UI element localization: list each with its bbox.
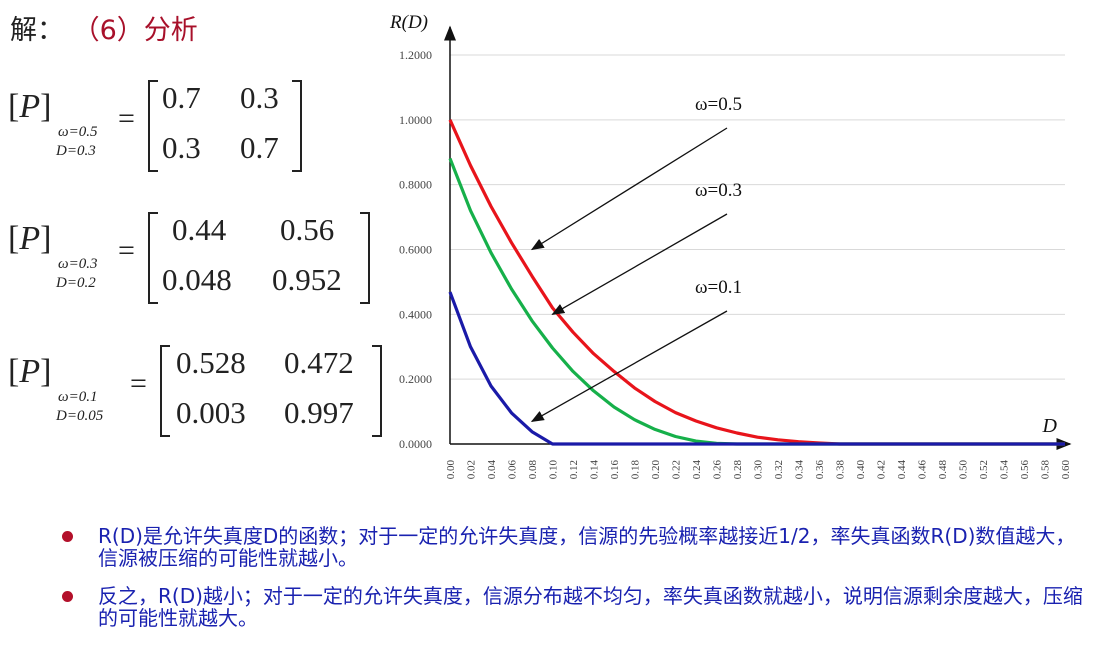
x-tick-label: 0.40 <box>855 460 867 480</box>
matrix-cell: 0.3 <box>162 130 201 165</box>
matrix-d-subscript: D=0.2 <box>56 275 96 291</box>
matrix-cell: 0.7 <box>162 80 201 115</box>
matrix-cell: 0.952 <box>272 262 342 297</box>
solution-prefix: 解： <box>10 15 64 46</box>
bullet-dot-icon <box>62 591 73 602</box>
matrix-omega-0.5: [P] ω=0.5 D=0.3 = 0.7 0.3 0.3 0.7 <box>8 80 388 172</box>
matrix-omega-0.3: [P] ω=0.3 D=0.2 = 0.44 0.56 0.048 0.952 <box>8 212 388 304</box>
x-tick-label: 0.42 <box>876 460 888 479</box>
x-tick-label: 0.48 <box>937 460 949 480</box>
x-tick-label: 0.58 <box>1040 460 1052 480</box>
matrix-cell: 0.003 <box>176 395 246 430</box>
matrix-cell: 0.472 <box>284 345 354 380</box>
x-tick-label: 0.06 <box>507 460 519 480</box>
bullet-text: 反之，R(D)越小；对于一定的允许失真度，信源分布越不均匀，率失真函数就越小，说… <box>98 584 1083 630</box>
y-tick-label: 1.0000 <box>399 113 432 127</box>
matrix-d-subscript: D=0.05 <box>56 408 104 424</box>
matrix-cell: 0.44 <box>172 212 227 247</box>
x-tick-label: 0.56 <box>1019 460 1031 480</box>
matrix-d-subscript: D=0.3 <box>56 143 96 159</box>
x-tick-label: 0.60 <box>1060 460 1072 480</box>
matrix-cell: 0.56 <box>280 212 335 247</box>
x-tick-label: 0.00 <box>445 460 457 480</box>
list-item: 反之，R(D)越小；对于一定的允许失真度，信源分布越不均匀，率失真函数就越小，说… <box>60 585 1090 629</box>
series-line-3 <box>448 291 1065 446</box>
matrix-omega-0.1: [P] ω=0.1 D=0.05 = 0.528 0.472 0.003 0.9… <box>8 345 388 437</box>
x-axis-label: D <box>1042 415 1058 437</box>
bullet-text: R(D)是允许失真度D的函数；对于一定的允许失真度，信源的先验概率越接近1/2，… <box>98 524 1076 570</box>
x-tick-label: 0.44 <box>896 460 908 480</box>
x-tick-label: 0.12 <box>568 460 580 479</box>
matrix-brackets: 0.7 0.3 0.3 0.7 <box>148 80 302 172</box>
y-tick-label: 0.6000 <box>399 243 432 257</box>
rate-distortion-chart: 0.0000 0.2000 0.4000 0.6000 0.8000 1.0000 1.20… <box>389 12 1072 480</box>
x-tick-label: 0.26 <box>712 460 724 480</box>
matrix-cell: 0.528 <box>176 345 246 380</box>
bullet-dot-icon <box>62 531 73 542</box>
series-line-1 <box>448 119 1065 446</box>
x-tick-label: 0.52 <box>978 460 990 479</box>
matrix-brackets: 0.528 0.472 0.003 0.997 <box>160 345 382 437</box>
annotation-arrow <box>530 310 728 422</box>
y-tick-label: 0.4000 <box>399 307 432 321</box>
x-tick-label: 0.18 <box>630 460 642 480</box>
x-tick-label: 0.28 <box>732 460 744 480</box>
x-tick-label: 0.08 <box>527 460 539 480</box>
section-label: （6）分析 <box>72 15 198 46</box>
matrix-omega-subscript: ω=0.3 <box>58 256 98 272</box>
annotation-arrow <box>530 127 728 251</box>
x-tick-label: 0.50 <box>958 460 970 480</box>
x-tick-label: 0.36 <box>814 460 826 480</box>
x-tick-label: 0.16 <box>609 460 621 480</box>
matrix-omega-subscript: ω=0.5 <box>58 124 98 140</box>
annotation-label: ω=0.5 <box>695 94 742 115</box>
x-tick-label: 0.22 <box>671 460 683 479</box>
matrix-cell: 0.3 <box>240 80 279 115</box>
conclusion-list: R(D)是允许失真度D的函数；对于一定的允许失真度，信源的先验概率越接近1/2，… <box>60 525 1090 645</box>
solution-heading: 解： （6）分析 <box>10 8 198 47</box>
y-tick-label: 0.0000 <box>399 437 432 451</box>
matrix-omega-subscript: ω=0.1 <box>58 389 98 405</box>
x-tick-label: 0.24 <box>691 460 703 480</box>
matrix-symbol: [P] <box>8 88 52 125</box>
annotation-label: ω=0.1 <box>695 277 742 298</box>
x-tick-label: 0.34 <box>794 460 806 480</box>
equals-sign: = <box>118 234 135 267</box>
x-tick-label: 0.02 <box>466 460 478 479</box>
matrix-cell: 0.997 <box>284 395 354 430</box>
matrix-cell: 0.048 <box>162 262 232 297</box>
y-tick-label: 1.2000 <box>399 48 432 62</box>
x-tick-label: 0.32 <box>773 460 785 479</box>
series-line-2 <box>448 157 1065 446</box>
equals-sign: = <box>118 102 135 135</box>
y-axis-label: R(D) <box>389 12 428 33</box>
matrix-symbol: [P] <box>8 220 52 257</box>
x-tick-label: 0.04 <box>486 460 498 480</box>
x-tick-label: 0.38 <box>835 460 847 480</box>
x-tick-label: 0.20 <box>650 460 662 480</box>
x-tick-label: 0.14 <box>589 460 601 480</box>
list-item: R(D)是允许失真度D的函数；对于一定的允许失真度，信源的先验概率越接近1/2，… <box>60 525 1090 569</box>
x-tick-label: 0.10 <box>548 460 560 480</box>
annotation-arrow <box>551 213 728 315</box>
matrix-cell: 0.7 <box>240 130 279 165</box>
x-tick-label: 0.30 <box>753 460 765 480</box>
equals-sign: = <box>130 367 147 400</box>
y-tick-label: 0.8000 <box>399 178 432 192</box>
x-tick-label: 0.54 <box>999 460 1011 480</box>
x-tick-label: 0.46 <box>917 460 929 480</box>
annotation-label: ω=0.3 <box>695 180 742 201</box>
matrix-brackets: 0.44 0.56 0.048 0.952 <box>148 212 370 304</box>
y-tick-label: 0.2000 <box>399 372 432 386</box>
matrix-symbol: [P] <box>8 353 52 390</box>
